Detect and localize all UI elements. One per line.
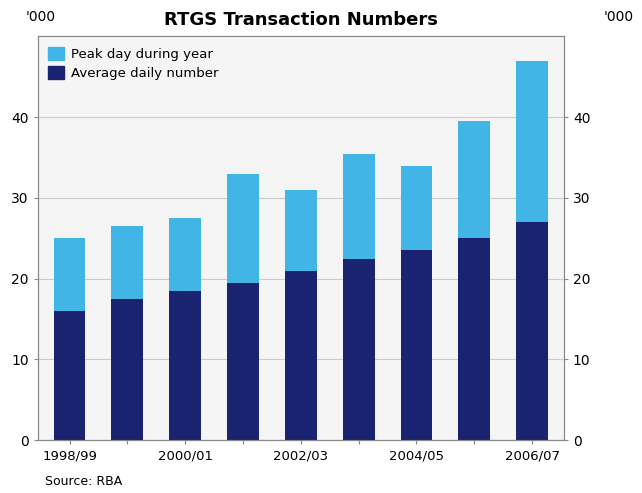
Bar (169, 291, 201, 440)
Bar (227, 282, 259, 440)
Bar (343, 153, 374, 258)
Bar (516, 222, 548, 440)
Text: Source: RBA: Source: RBA (45, 475, 122, 488)
Bar (458, 121, 490, 238)
Bar (458, 238, 490, 440)
Bar (54, 311, 85, 440)
Bar (401, 250, 432, 440)
Bar (285, 271, 317, 440)
Legend: Peak day during year, Average daily number: Peak day during year, Average daily numb… (44, 43, 222, 84)
Bar (516, 61, 548, 222)
Bar (54, 238, 85, 311)
Bar (401, 166, 432, 250)
Text: '000: '000 (26, 10, 56, 24)
Bar (112, 299, 143, 440)
Bar (343, 258, 374, 440)
Text: '000: '000 (603, 10, 634, 24)
Bar (169, 218, 201, 291)
Bar (227, 174, 259, 282)
Title: RTGS Transaction Numbers: RTGS Transaction Numbers (164, 11, 438, 30)
Bar (112, 226, 143, 299)
Bar (285, 190, 317, 271)
